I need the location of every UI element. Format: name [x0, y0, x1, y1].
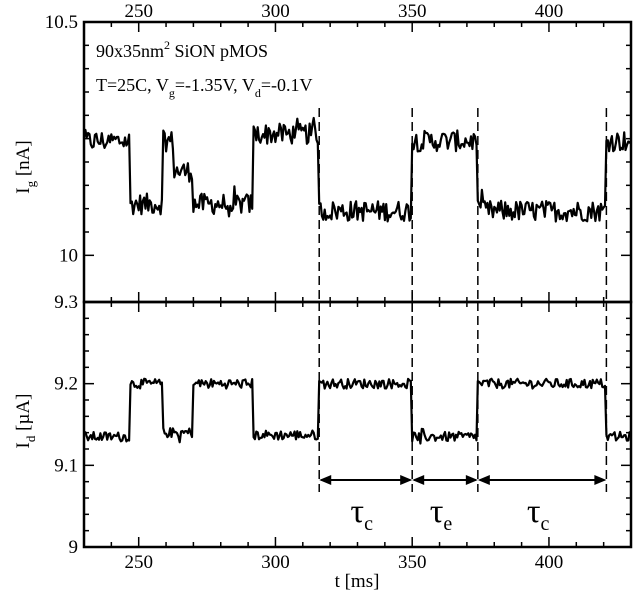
interval-label: τc: [350, 493, 373, 535]
interval-label: τe: [430, 493, 453, 535]
annotation-device: 90x35nm2 SiON pMOS: [96, 38, 268, 61]
top-panel-frame: [82, 20, 633, 304]
id-axis-label: Id [µA]: [13, 394, 38, 449]
id-y-tick-label: 9.1: [54, 455, 78, 476]
interval-arrowhead-left: [477, 475, 490, 485]
ig-trace: [82, 116, 632, 223]
interval-arrowhead-left: [412, 475, 425, 485]
interval-arrowhead-right: [465, 475, 478, 485]
ig-y-tick-label: 10: [59, 245, 78, 266]
annotation-bias: T=25C, Vg=-1.35V, Vd=-0.1V: [96, 75, 312, 100]
x-tick-label: 250: [124, 552, 153, 573]
top-x-tick-label: 250: [124, 1, 153, 22]
bottom-panel-id: 250 300 350 400 9 9.1 9.2 9.3 τc τe τc Id [µA] t …: [13, 292, 633, 592]
top-x-tick-label: 400: [535, 1, 564, 22]
ig-axis-label: Ig [nA]: [13, 140, 38, 193]
interval-arrowhead-right: [400, 475, 413, 485]
id-trace: [83, 377, 633, 445]
id-y-tick-label: 9.2: [54, 374, 78, 395]
interval-label: τc: [527, 493, 550, 535]
x-axis-label: t [ms]: [335, 571, 380, 592]
top-x-tick-label: 300: [261, 1, 290, 22]
x-tick-label: 350: [398, 552, 427, 573]
x-tick-label: 300: [261, 552, 290, 573]
interval-arrowhead-right: [594, 475, 607, 485]
top-x-tick-label: 350: [398, 1, 427, 22]
x-tick-label: 400: [535, 552, 564, 573]
id-y-tick-label: 9: [69, 537, 79, 558]
top-panel-ig: 250 300 350 400 10 10.5 90x35nm2 SiON pMOS T=…: [13, 1, 633, 304]
ig-y-tick-label: 10.5: [45, 12, 78, 33]
interval-arrowhead-left: [319, 475, 332, 485]
id-y-tick-label: 9.3: [54, 292, 78, 313]
